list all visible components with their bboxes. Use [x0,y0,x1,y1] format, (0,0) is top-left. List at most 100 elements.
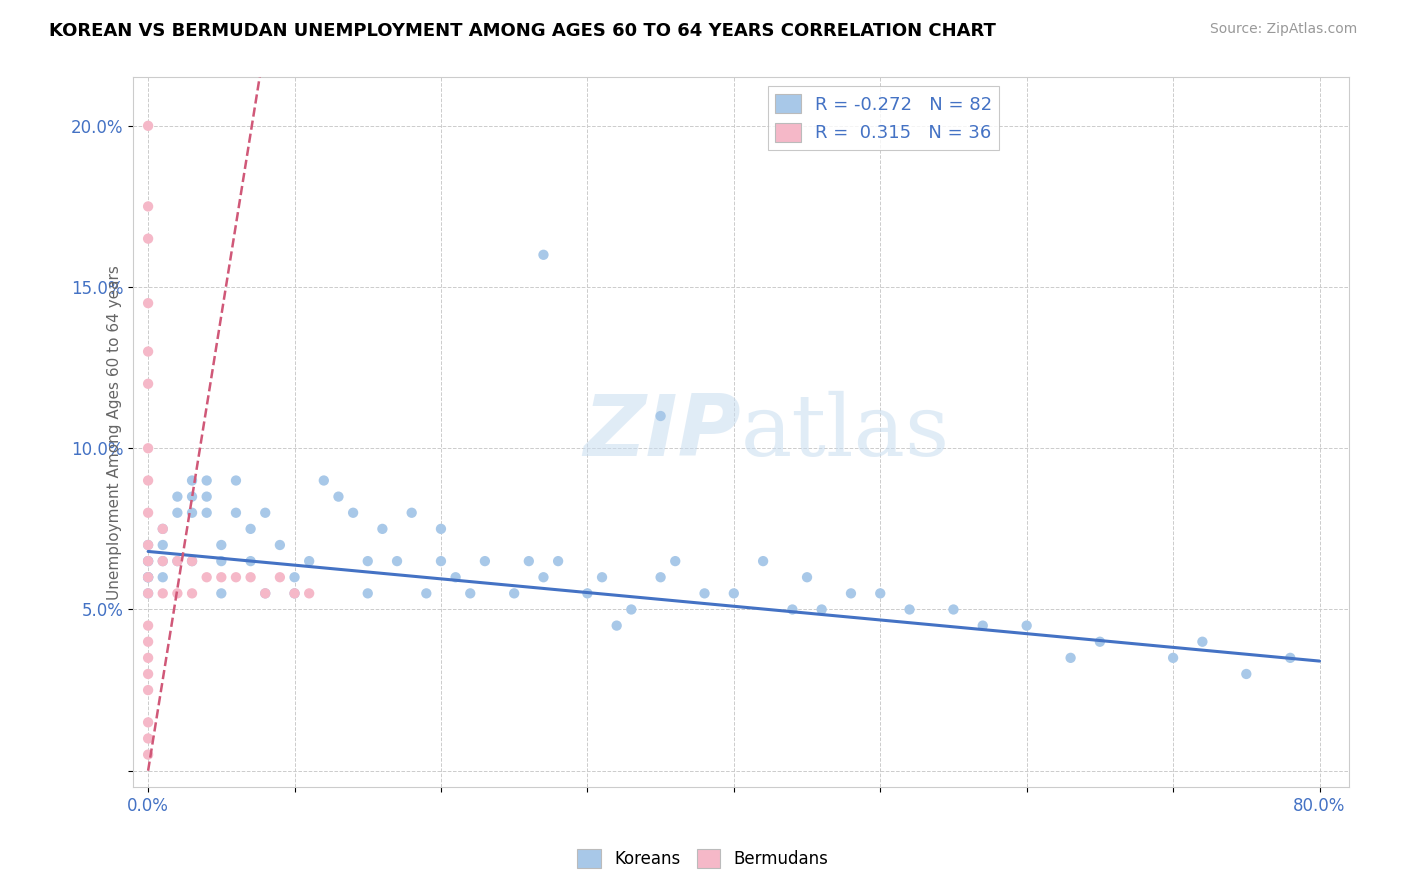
Point [166,586,188,600]
Point [269,570,291,584]
Point [166,554,188,568]
Point [136,442,159,456]
Point [869,586,891,600]
Y-axis label: Unemployment Among Ages 60 to 64 years: Unemployment Among Ages 60 to 64 years [107,265,122,599]
Point [269,538,291,552]
Point [136,344,159,359]
Point [136,554,159,568]
Point [209,554,232,568]
Point [972,618,994,632]
Point [444,570,467,584]
Point [796,570,818,584]
Point [254,586,277,600]
Point [195,570,218,584]
Point [152,522,174,536]
Point [606,618,628,632]
Point [136,199,159,213]
Point [533,248,555,262]
Point [152,570,174,584]
Point [136,474,159,488]
Point [136,554,159,568]
Point [533,570,555,584]
Point [591,570,613,584]
Point [136,570,159,584]
Point [136,570,159,584]
Point [298,586,321,600]
Point [371,522,394,536]
Point [298,554,321,568]
Point [136,634,159,648]
Point [136,538,159,552]
Point [547,554,569,568]
Point [136,618,159,632]
Point [239,570,262,584]
Point [239,522,262,536]
Point [839,586,862,600]
Point [1191,634,1213,648]
Point [136,296,159,310]
Point [430,554,453,568]
Point [136,747,159,762]
Point [152,538,174,552]
Point [810,602,832,616]
Point [136,376,159,391]
Point [328,490,350,504]
Point [166,506,188,520]
Point [136,506,159,520]
Legend: Koreans, Bermudans: Koreans, Bermudans [571,843,835,875]
Point [152,586,174,600]
Point [152,554,174,568]
Point [517,554,540,568]
Point [415,586,437,600]
Point [474,554,496,568]
Point [136,731,159,746]
Point [152,554,174,568]
Point [209,586,232,600]
Point [136,554,159,568]
Point [225,570,247,584]
Point [503,586,526,600]
Point [195,506,218,520]
Point [342,506,364,520]
Point [283,570,305,584]
Point [664,554,686,568]
Point [152,522,174,536]
Point [136,538,159,552]
Point [136,232,159,246]
Point [136,586,159,600]
Point [942,602,965,616]
Point [136,570,159,584]
Point [254,586,277,600]
Point [136,586,159,600]
Point [898,602,921,616]
Text: KOREAN VS BERMUDAN UNEMPLOYMENT AMONG AGES 60 TO 64 YEARS CORRELATION CHART: KOREAN VS BERMUDAN UNEMPLOYMENT AMONG AG… [49,22,995,40]
Point [1234,667,1257,681]
Point [136,570,159,584]
Point [181,490,204,504]
Point [458,586,481,600]
Point [782,602,804,616]
Point [239,554,262,568]
Point [181,554,204,568]
Point [254,506,277,520]
Point [650,409,672,423]
Text: ZIP: ZIP [583,391,741,474]
Point [136,715,159,730]
Point [136,683,159,698]
Point [385,554,408,568]
Point [430,522,453,536]
Point [166,554,188,568]
Point [181,586,204,600]
Point [1161,651,1184,665]
Point [225,506,247,520]
Point [209,570,232,584]
Text: Source: ZipAtlas.com: Source: ZipAtlas.com [1209,22,1357,37]
Point [166,490,188,504]
Point [1059,651,1081,665]
Point [225,474,247,488]
Point [283,586,305,600]
Point [136,667,159,681]
Point [312,474,335,488]
Legend: R = -0.272   N = 82, R =  0.315   N = 36: R = -0.272 N = 82, R = 0.315 N = 36 [768,87,1000,150]
Point [195,474,218,488]
